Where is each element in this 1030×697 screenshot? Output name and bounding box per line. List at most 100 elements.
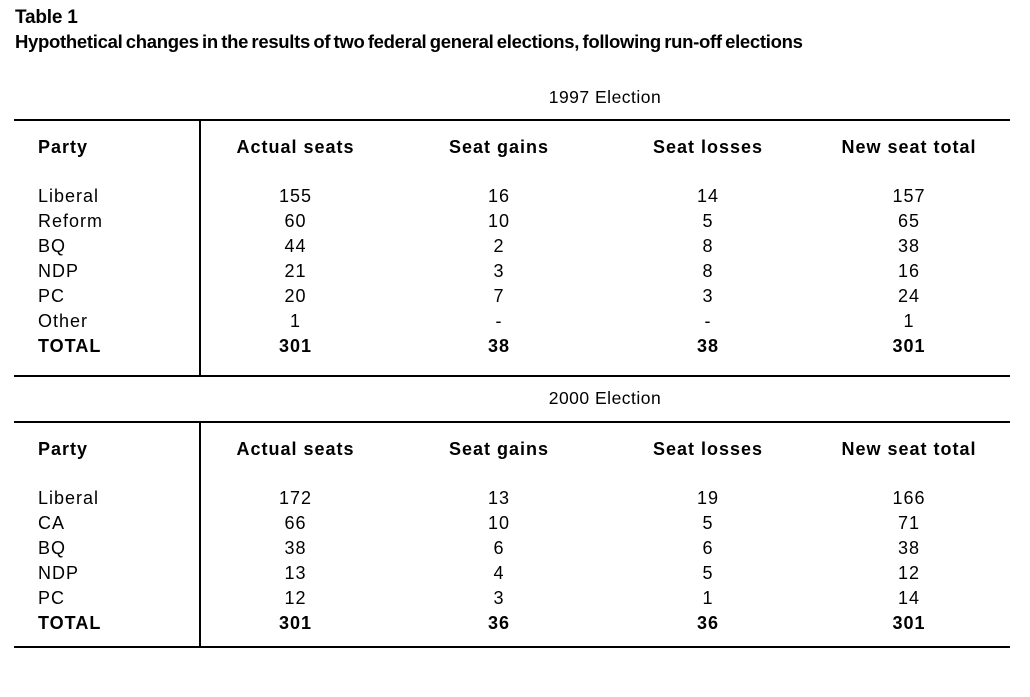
- document-page: Table 1 Hypothetical changes in the resu…: [14, 7, 1010, 648]
- party-cell: BQ: [14, 536, 201, 561]
- new-seat-total-cell: 12: [897, 563, 921, 583]
- header-row: Party Actual seats Seat gains Seat losse…: [14, 422, 1010, 486]
- actual-seats-cell: 44: [284, 236, 307, 256]
- seat-losses-cell: 38: [696, 336, 720, 356]
- new-seat-total-cell: 24: [897, 286, 921, 306]
- seat-gains-cell: 3: [493, 588, 505, 608]
- new-seat-total-cell: 38: [897, 538, 921, 558]
- table-row: TOTAL 301 36 36 301: [14, 611, 1010, 647]
- table-row: Reform 60 10 5 65: [14, 209, 1010, 234]
- seat-gains-cell: 6: [493, 538, 505, 558]
- table-row: PC 12 3 1 14: [14, 586, 1010, 611]
- column-header-actual-seats: Actual seats: [236, 137, 355, 157]
- seat-gains-cell: 10: [487, 513, 511, 533]
- party-cell: Reform: [14, 209, 201, 234]
- table-row: TOTAL 301 38 38 301: [14, 334, 1010, 376]
- new-seat-total-cell: 301: [892, 613, 926, 633]
- table-header-2000: Party Actual seats Seat gains Seat losse…: [14, 422, 1010, 486]
- actual-seats-cell: 301: [278, 336, 313, 356]
- party-cell: NDP: [14, 259, 201, 284]
- column-header-actual-seats: Actual seats: [236, 439, 355, 459]
- column-header-seat-losses: Seat losses: [652, 137, 764, 157]
- column-header-seat-gains: Seat gains: [448, 439, 550, 459]
- table-number: Table 1: [15, 7, 78, 28]
- table-body-2000: Liberal 172 13 19 166 CA 66 10 5 71 BQ 3…: [14, 486, 1010, 647]
- new-seat-total-cell: 157: [892, 186, 926, 206]
- table-row: NDP 21 3 8 16: [14, 259, 1010, 284]
- actual-seats-cell: 66: [284, 513, 307, 533]
- table-header-1997: Party Actual seats Seat gains Seat losse…: [14, 120, 1010, 184]
- party-cell: NDP: [14, 561, 201, 586]
- party-cell: PC: [14, 586, 201, 611]
- column-header-party: Party: [14, 120, 201, 184]
- party-cell: Liberal: [14, 486, 201, 511]
- seat-gains-cell: 10: [487, 211, 511, 231]
- seat-losses-cell: 3: [702, 286, 714, 306]
- actual-seats-cell: 20: [284, 286, 307, 306]
- seat-losses-cell: -: [704, 311, 712, 331]
- seat-losses-cell: 5: [702, 513, 714, 533]
- new-seat-total-cell: 301: [892, 336, 926, 356]
- table-row: NDP 13 4 5 12: [14, 561, 1010, 586]
- new-seat-total-cell: 166: [892, 488, 926, 508]
- party-cell: TOTAL: [14, 611, 201, 647]
- actual-seats-cell: 38: [284, 538, 307, 558]
- seat-losses-cell: 5: [702, 211, 714, 231]
- party-cell: TOTAL: [14, 334, 201, 376]
- table-row: BQ 44 2 8 38: [14, 234, 1010, 259]
- table-row: CA 66 10 5 71: [14, 511, 1010, 536]
- column-header-seat-gains: Seat gains: [448, 137, 550, 157]
- table-row: Liberal 172 13 19 166: [14, 486, 1010, 511]
- actual-seats-cell: 60: [284, 211, 307, 231]
- table-row: Liberal 155 16 14 157: [14, 184, 1010, 209]
- party-cell: CA: [14, 511, 201, 536]
- seat-gains-cell: 16: [487, 186, 511, 206]
- seat-gains-cell: 13: [487, 488, 511, 508]
- table-caption: Hypothetical changes in the results of t…: [15, 31, 803, 52]
- seat-losses-cell: 14: [696, 186, 720, 206]
- seat-losses-cell: 19: [696, 488, 720, 508]
- seat-losses-cell: 36: [696, 613, 720, 633]
- actual-seats-cell: 155: [278, 186, 313, 206]
- election-table-1997: Party Actual seats Seat gains Seat losse…: [14, 119, 1010, 377]
- seat-losses-cell: 8: [702, 236, 714, 256]
- seat-gains-cell: -: [495, 311, 503, 331]
- party-cell: Liberal: [14, 184, 201, 209]
- seat-losses-cell: 8: [702, 261, 714, 281]
- actual-seats-cell: 1: [289, 311, 301, 331]
- actual-seats-cell: 172: [278, 488, 313, 508]
- section-heading-2000: 2000 Election: [548, 388, 662, 408]
- new-seat-total-cell: 16: [897, 261, 921, 281]
- header-row: Party Actual seats Seat gains Seat losse…: [14, 120, 1010, 184]
- seat-losses-cell: 6: [702, 538, 714, 558]
- section-heading-1997: 1997 Election: [548, 87, 662, 107]
- new-seat-total-cell: 71: [897, 513, 921, 533]
- seat-gains-cell: 3: [493, 261, 505, 281]
- column-header-party: Party: [14, 422, 201, 486]
- actual-seats-cell: 12: [284, 588, 307, 608]
- table-row: Other 1 - - 1: [14, 309, 1010, 334]
- column-header-new-seat-total: New seat total: [841, 439, 977, 459]
- new-seat-total-cell: 14: [897, 588, 921, 608]
- table-row: PC 20 7 3 24: [14, 284, 1010, 309]
- table-row: BQ 38 6 6 38: [14, 536, 1010, 561]
- new-seat-total-cell: 38: [897, 236, 921, 256]
- actual-seats-cell: 13: [284, 563, 307, 583]
- seat-gains-cell: 4: [493, 563, 505, 583]
- actual-seats-cell: 21: [284, 261, 307, 281]
- seat-gains-cell: 38: [487, 336, 511, 356]
- seat-losses-cell: 1: [702, 588, 714, 608]
- new-seat-total-cell: 1: [903, 311, 915, 331]
- seat-losses-cell: 5: [702, 563, 714, 583]
- seat-gains-cell: 2: [493, 236, 505, 256]
- new-seat-total-cell: 65: [897, 211, 921, 231]
- party-cell: PC: [14, 284, 201, 309]
- column-header-new-seat-total: New seat total: [841, 137, 977, 157]
- election-table-2000: Party Actual seats Seat gains Seat losse…: [14, 421, 1010, 648]
- column-header-seat-losses: Seat losses: [652, 439, 764, 459]
- seat-gains-cell: 7: [493, 286, 505, 306]
- actual-seats-cell: 301: [278, 613, 313, 633]
- party-cell: Other: [14, 309, 201, 334]
- table-body-1997: Liberal 155 16 14 157 Reform 60 10 5 65 …: [14, 184, 1010, 376]
- seat-gains-cell: 36: [487, 613, 511, 633]
